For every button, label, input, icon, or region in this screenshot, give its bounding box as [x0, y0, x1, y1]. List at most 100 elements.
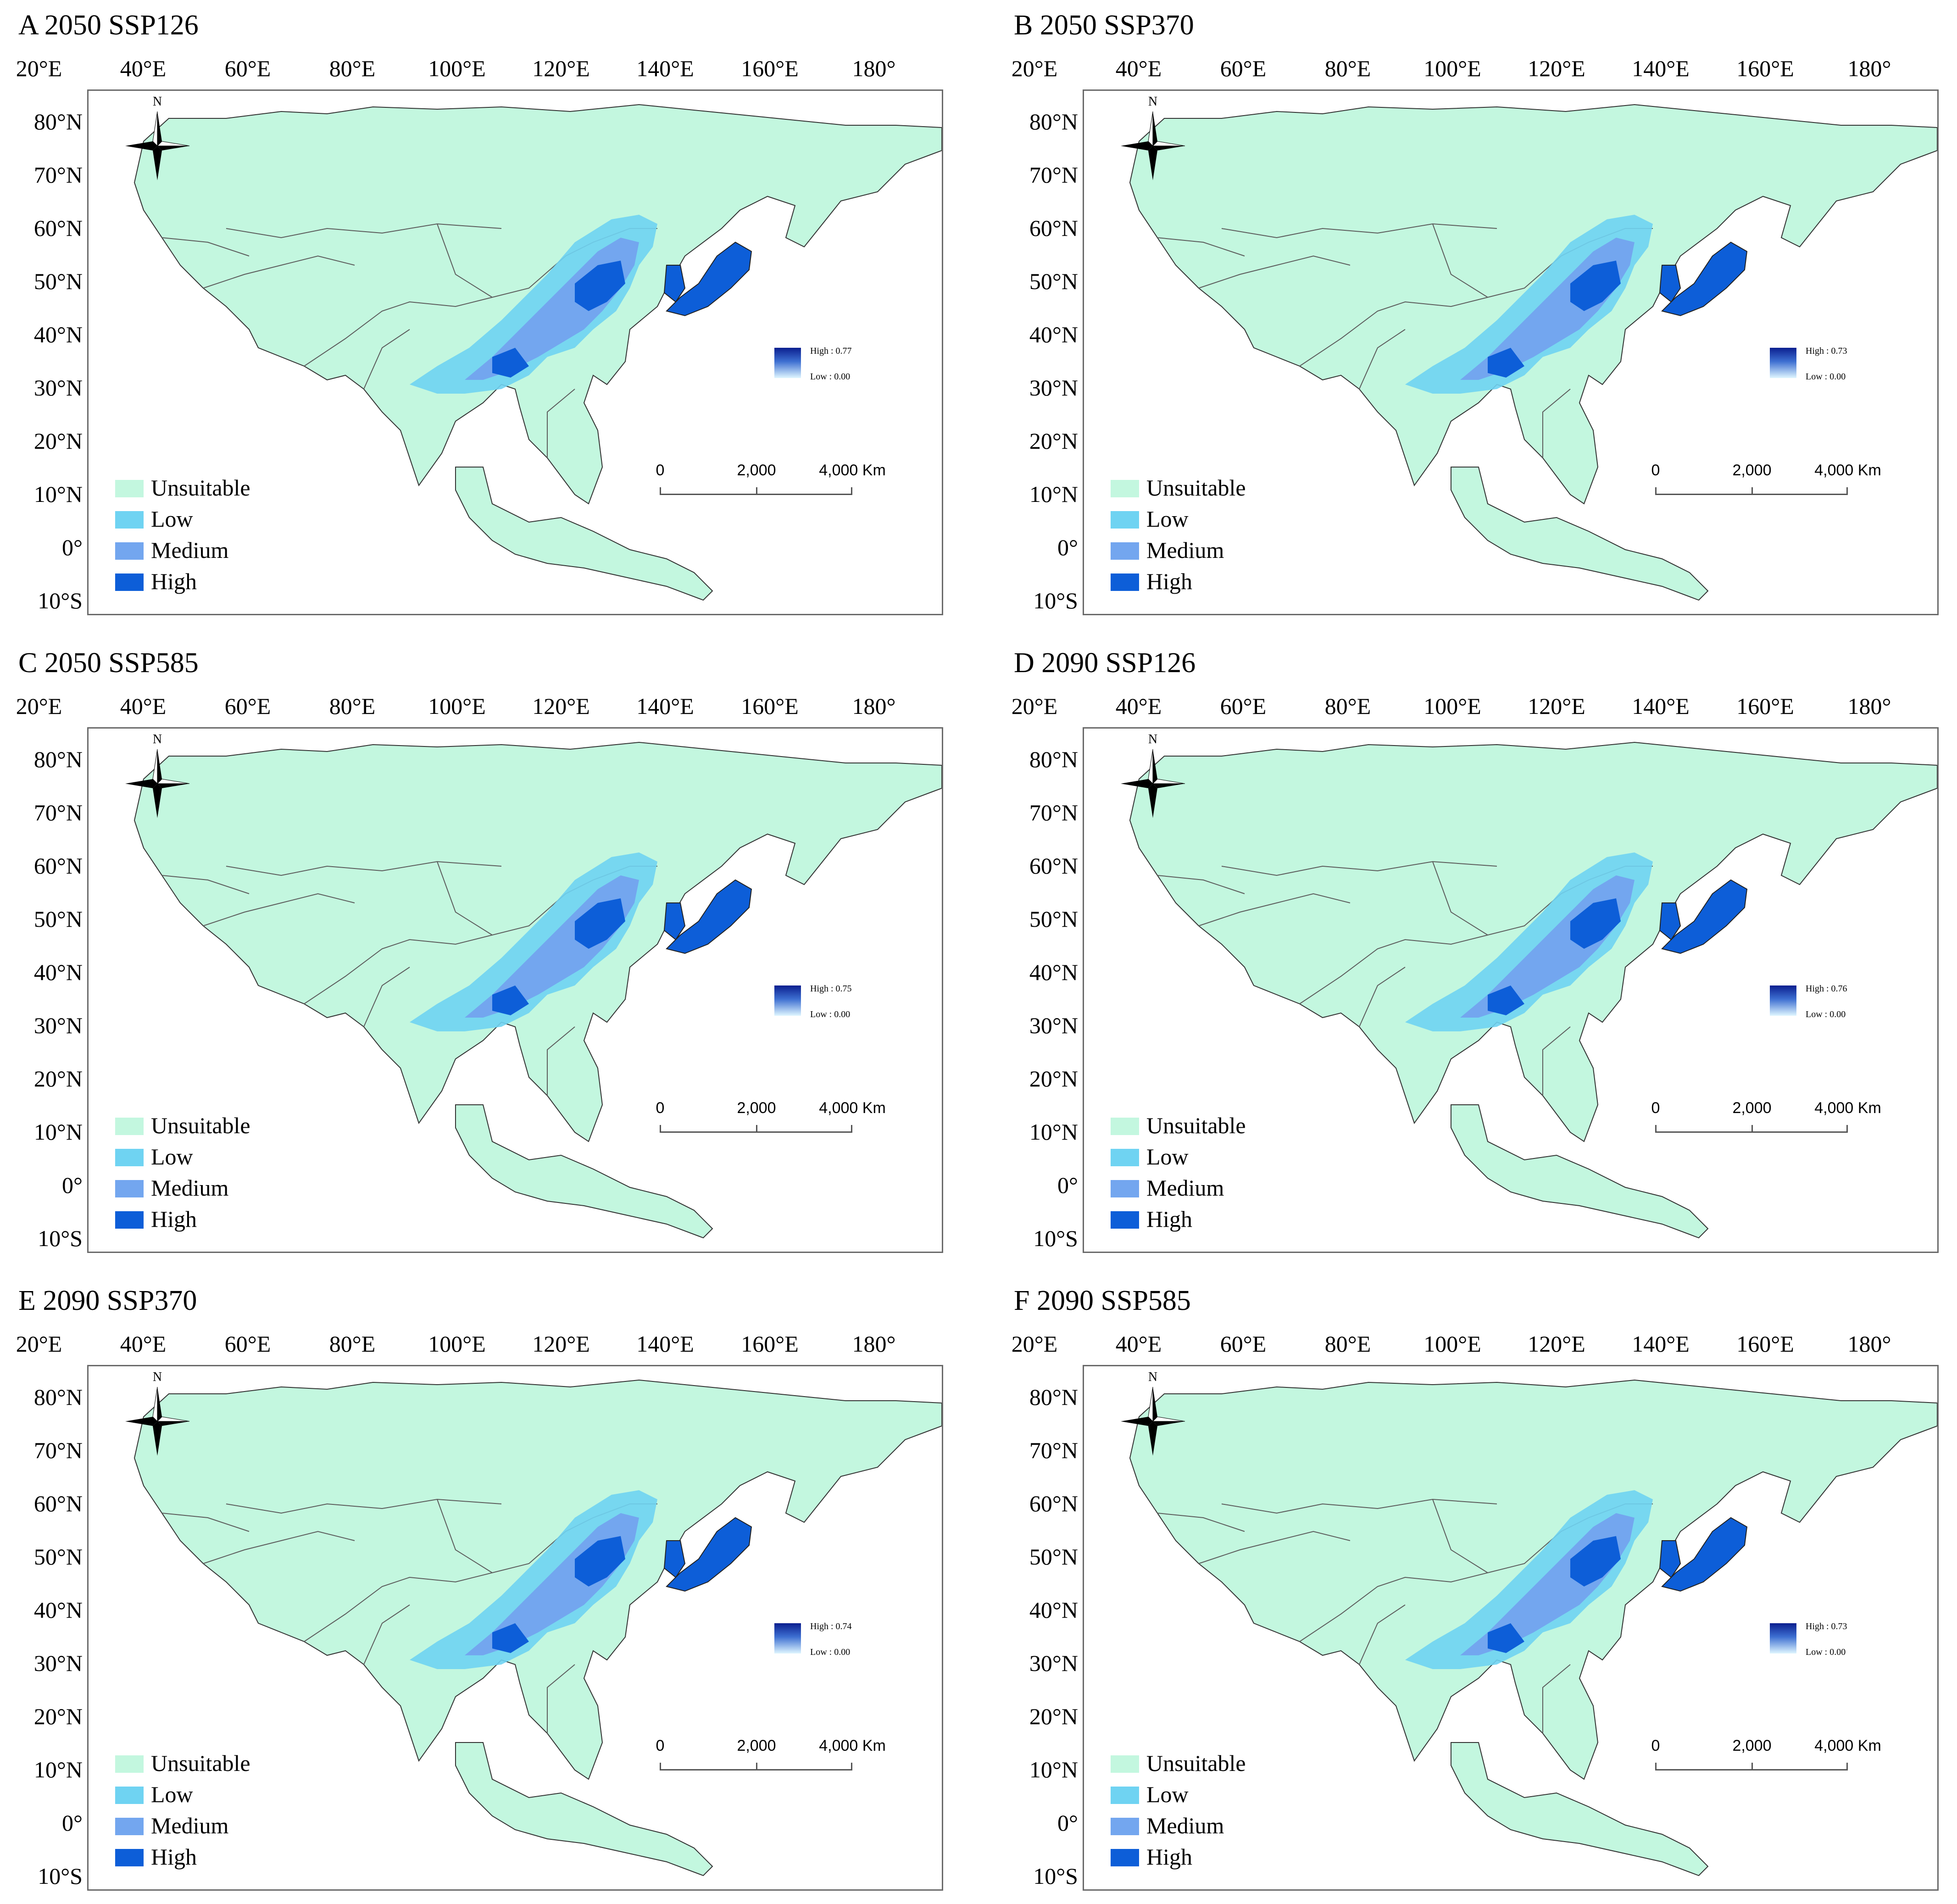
longitude-label: 120°E	[532, 56, 590, 81]
gradient-bar	[774, 1623, 801, 1653]
map-frame: N High : 0.75 Low : 0.00 0 2,000 4,000 Km Unsu…	[87, 727, 943, 1253]
land-southeast-asia	[455, 467, 713, 601]
map-canvas	[133, 104, 942, 601]
svg-text:N: N	[153, 1371, 162, 1384]
land-southeast-asia	[455, 1104, 713, 1239]
country-border	[226, 223, 502, 239]
legend-label: Low	[1146, 1782, 1189, 1807]
latitude-label: 30°N	[33, 1013, 83, 1038]
scale-tick	[851, 1125, 852, 1133]
legend-swatch	[1111, 1180, 1139, 1197]
latitude-label: 60°N	[33, 853, 83, 879]
longitude-label: 120°E	[532, 1331, 590, 1357]
north-arrow-icon: N	[116, 95, 199, 187]
legend-swatch	[1111, 511, 1139, 529]
latitude-label: 30°N	[33, 375, 83, 401]
legend-label: Medium	[1146, 1813, 1224, 1838]
country-border	[363, 967, 410, 1027]
suitability-high-zone	[492, 985, 529, 1015]
latitude-label: 10°N	[1029, 1757, 1078, 1782]
latitude-label: 60°N	[1029, 215, 1078, 241]
japan-high	[666, 241, 752, 317]
legend-label: Low	[1146, 506, 1189, 532]
scale-label: 0	[1651, 462, 1660, 479]
scale-tick	[1846, 1125, 1848, 1133]
gradient-bar	[1770, 985, 1796, 1016]
map-panel: E 2090 SSP370 20°E 40°E 60°E 80°E 100°E 120°E 1…	[16, 1285, 982, 1904]
longitude-label: 20°E	[1011, 1331, 1058, 1357]
longitude-label: 160°E	[1736, 56, 1794, 81]
probability-gradient-legend: High : 0.77 Low : 0.00	[774, 346, 866, 389]
longitude-label: 140°E	[1632, 56, 1690, 81]
legend-label: Medium	[151, 1175, 229, 1201]
north-arrow-icon: N	[116, 1370, 199, 1463]
latitude-label: 10°N	[33, 1119, 83, 1145]
latitude-label: 40°N	[1029, 959, 1078, 985]
map-canvas	[133, 1379, 942, 1876]
latitude-label: 50°N	[33, 906, 83, 932]
longitude-label: 60°E	[224, 693, 271, 719]
gradient-high-label: High : 0.75	[810, 984, 852, 994]
country-border	[1221, 223, 1497, 239]
latitude-label: 50°N	[33, 1544, 83, 1570]
country-border	[547, 1664, 575, 1733]
probability-gradient-legend: High : 0.73 Low : 0.00	[1770, 1621, 1862, 1665]
longitude-label: 180°	[852, 56, 896, 81]
svg-text:N: N	[1148, 1371, 1157, 1384]
latitude-label: 50°N	[1029, 268, 1078, 294]
latitude-label: 40°N	[33, 959, 83, 985]
japan-high	[1661, 879, 1748, 954]
legend-label: Medium	[151, 1813, 229, 1838]
longitude-label: 20°E	[1011, 56, 1058, 81]
latitude-label: 0°	[1057, 1810, 1078, 1836]
scale-tick	[1751, 1125, 1753, 1133]
scale-label: 4,000 Km	[1814, 1099, 1881, 1117]
longitude-label: 100°E	[1423, 693, 1481, 719]
latitude-label: 40°N	[1029, 322, 1078, 347]
scale-tick	[851, 1763, 852, 1770]
latitude-label: 20°N	[33, 1066, 83, 1091]
longitude-label: 60°E	[1220, 56, 1267, 81]
scale-tick	[1846, 1763, 1848, 1770]
latitude-label: 40°N	[33, 322, 83, 347]
legend-swatch	[115, 1180, 144, 1197]
longitude-label: 20°E	[16, 693, 62, 719]
longitude-label: 40°E	[1115, 1331, 1162, 1357]
gradient-low-label: Low : 0.00	[1806, 1009, 1846, 1019]
longitude-label: 60°E	[224, 56, 271, 81]
longitude-label: 140°E	[636, 693, 694, 719]
scale-bar: 0 2,000 4,000 Km	[1651, 458, 1881, 504]
legend-swatch	[115, 1118, 144, 1135]
country-border	[1359, 1604, 1406, 1665]
country-border	[547, 1026, 575, 1096]
legend-swatch	[115, 1211, 144, 1229]
scale-label: 0	[1651, 1737, 1660, 1754]
gradient-low-label: Low : 0.00	[810, 1647, 851, 1657]
latitude-label: 20°N	[33, 428, 83, 454]
scale-label: 4,000 Km	[1814, 1737, 1881, 1754]
longitude-label: 160°E	[1736, 693, 1794, 719]
latitude-label: 20°N	[1029, 428, 1078, 454]
latitude-label: 10°S	[38, 1225, 83, 1251]
country-border	[437, 1499, 493, 1573]
scale-tick	[1846, 487, 1848, 495]
scale-label: 0	[1651, 1099, 1660, 1117]
longitude-label: 160°E	[741, 693, 799, 719]
map-panel: B 2050 SSP370 20°E 40°E 60°E 80°E 100°E 120°E 1…	[1011, 9, 1957, 629]
scale-tick	[660, 487, 661, 495]
latitude-label: 60°N	[1029, 1491, 1078, 1516]
latitude-label: 80°N	[1029, 1384, 1078, 1410]
country-border	[1198, 255, 1351, 289]
korea-high	[1659, 265, 1681, 303]
legend-label: High	[1146, 568, 1192, 594]
country-border	[1432, 223, 1488, 298]
latitude-label: 50°N	[1029, 906, 1078, 932]
country-border	[1198, 893, 1351, 926]
scale-tick	[1751, 487, 1753, 495]
scale-tick	[756, 1125, 757, 1133]
legend-swatch	[115, 1149, 144, 1166]
country-border	[547, 389, 575, 458]
country-border	[1198, 1531, 1351, 1564]
longitude-label: 40°E	[120, 56, 167, 81]
longitude-label: 80°E	[329, 1331, 376, 1357]
